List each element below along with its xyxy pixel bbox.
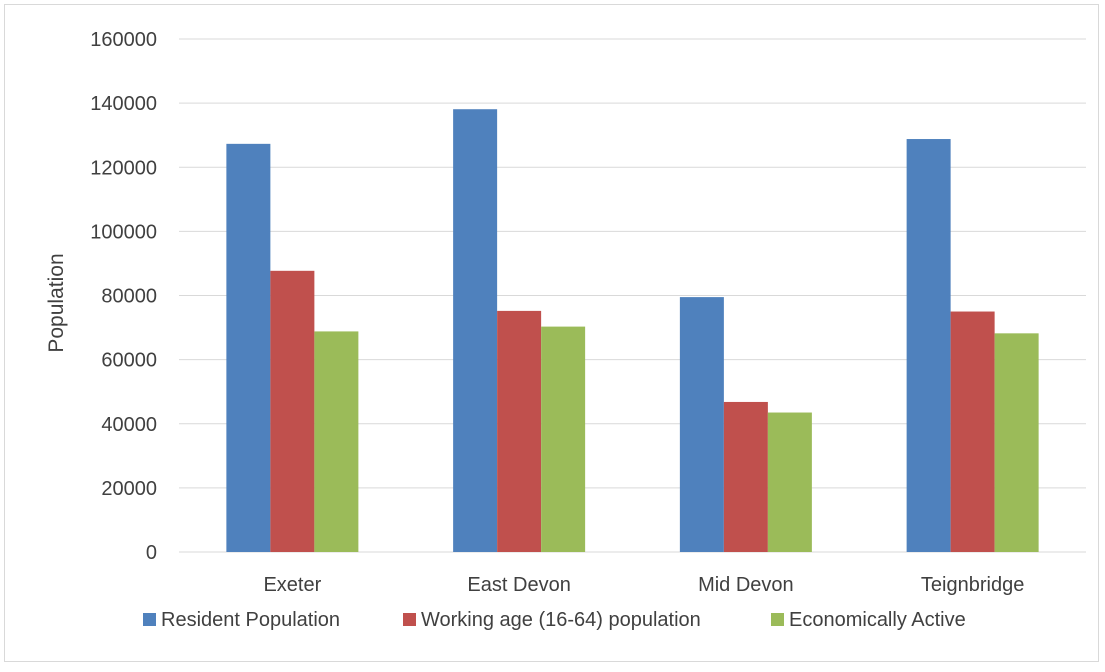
legend-label: Resident Population (161, 609, 340, 631)
bars (226, 109, 1039, 553)
y-tick-label: 100000 (90, 221, 157, 243)
bar (270, 270, 315, 552)
x-category-label: East Devon (467, 574, 570, 596)
bar (723, 401, 768, 552)
y-tick-label: 160000 (90, 29, 157, 51)
legend: Resident Population Working age (16-64) p… (143, 609, 966, 631)
y-tick-label: 0 (146, 542, 157, 564)
chart-frame: 0 20000 40000 60000 80000 100000 120000 140000 1… (4, 4, 1099, 662)
bar (679, 297, 724, 552)
bar (497, 310, 542, 552)
bar (314, 331, 359, 552)
bar (950, 311, 995, 552)
bar (226, 143, 271, 553)
y-tick-label: 80000 (101, 286, 157, 308)
bar (994, 333, 1039, 552)
legend-swatch (143, 613, 156, 626)
bar (453, 109, 498, 553)
bar (541, 326, 586, 552)
x-category-label: Exeter (263, 574, 321, 596)
x-axis-categories: Exeter East Devon Mid Devon Teignbridge (263, 574, 1024, 596)
bar (767, 412, 812, 552)
legend-label: Economically Active (789, 609, 966, 631)
legend-swatch (403, 613, 416, 626)
y-tick-label: 140000 (90, 93, 157, 115)
y-tick-label: 40000 (101, 414, 157, 436)
x-category-label: Mid Devon (698, 574, 794, 596)
y-tick-label: 120000 (90, 157, 157, 179)
x-category-label: Teignbridge (921, 574, 1024, 596)
bar (906, 139, 951, 552)
legend-label: Working age (16-64) population (421, 609, 701, 631)
y-axis-title: Population (45, 253, 68, 352)
y-axis-ticks: 0 20000 40000 60000 80000 100000 120000 140000 1… (90, 29, 157, 564)
y-tick-label: 60000 (101, 350, 157, 372)
y-tick-label: 20000 (101, 478, 157, 500)
legend-swatch (771, 613, 784, 626)
bar-chart: 0 20000 40000 60000 80000 100000 120000 140000 1… (45, 29, 1086, 631)
